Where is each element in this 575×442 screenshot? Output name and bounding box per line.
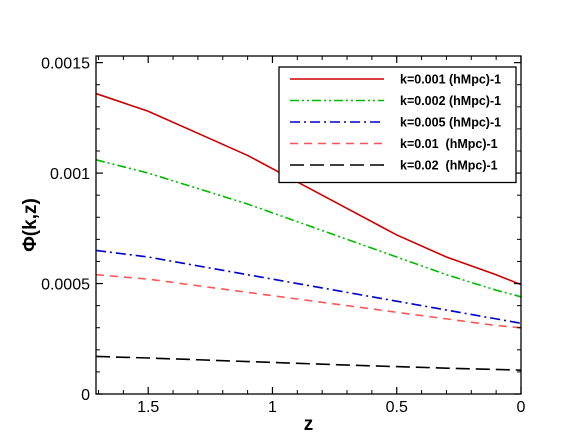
plot-frame: [95, 55, 522, 395]
legend: k=0.001 (hMpc)-1 k=0.002 (hMpc)-1 k=0.005 …: [278, 66, 517, 184]
y-tick-label: 0.001: [50, 166, 90, 183]
x-tick-label: 0.5: [386, 399, 408, 416]
ticks-layer: 1.5 1 0.5 0 0 0.0005 0.001 0.0015: [41, 56, 525, 416]
legend-label-4: k=0.01 (hMpc)-1: [400, 137, 498, 151]
y-tick-label: 0.0015: [41, 56, 90, 73]
x-axis-title: z: [304, 414, 314, 435]
y-axis-title: Φ(k,z): [20, 198, 41, 252]
series-line-1: [95, 92, 522, 286]
y-tick-label: 0.0005: [41, 277, 90, 294]
series-layer: [95, 92, 522, 371]
series-line-2: [95, 159, 522, 298]
series-line-4: [95, 273, 522, 329]
x-tick-label: 1: [268, 399, 277, 416]
legend-label-5: k=0.02 (hMpc)-1: [400, 159, 498, 173]
legend-label-3: k=0.005 (hMpc)-1: [400, 116, 501, 130]
legend-label-1: k=0.001 (hMpc)-1: [400, 73, 501, 87]
series-line-5: [95, 355, 522, 371]
x-tick-label: 1.5: [137, 399, 159, 416]
legend-label-2: k=0.002 (hMpc)-1: [400, 94, 501, 108]
y-tick-label: 0: [81, 387, 90, 404]
x-tick-label: 0: [517, 399, 526, 416]
legend-box: [278, 66, 517, 184]
series-line-3: [95, 249, 522, 325]
